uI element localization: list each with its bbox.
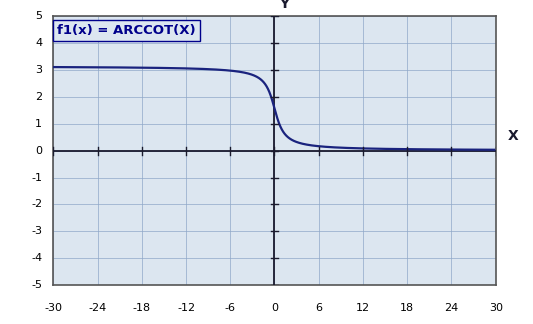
Text: -12: -12 [177, 303, 195, 313]
Text: f1(x) = ARCCOT(X): f1(x) = ARCCOT(X) [57, 24, 196, 37]
Text: 6: 6 [315, 303, 322, 313]
Text: -6: -6 [225, 303, 236, 313]
Text: -1: -1 [31, 173, 42, 182]
Text: -30: -30 [44, 303, 62, 313]
Text: -2: -2 [31, 200, 42, 209]
Text: 12: 12 [356, 303, 370, 313]
Text: 30: 30 [489, 303, 503, 313]
Text: 4: 4 [35, 38, 42, 48]
Text: Y: Y [279, 0, 289, 11]
Text: -24: -24 [88, 303, 107, 313]
Text: -3: -3 [31, 226, 42, 236]
Text: -5: -5 [31, 280, 42, 290]
Text: -18: -18 [133, 303, 151, 313]
Text: -4: -4 [31, 253, 42, 263]
Text: 5: 5 [35, 11, 42, 21]
Text: 0: 0 [35, 146, 42, 156]
Text: X: X [507, 129, 518, 143]
Text: 18: 18 [400, 303, 414, 313]
Text: 0: 0 [271, 303, 278, 313]
Text: 1: 1 [35, 119, 42, 129]
Text: 2: 2 [35, 92, 42, 102]
Text: 24: 24 [445, 303, 458, 313]
Text: 3: 3 [35, 65, 42, 75]
